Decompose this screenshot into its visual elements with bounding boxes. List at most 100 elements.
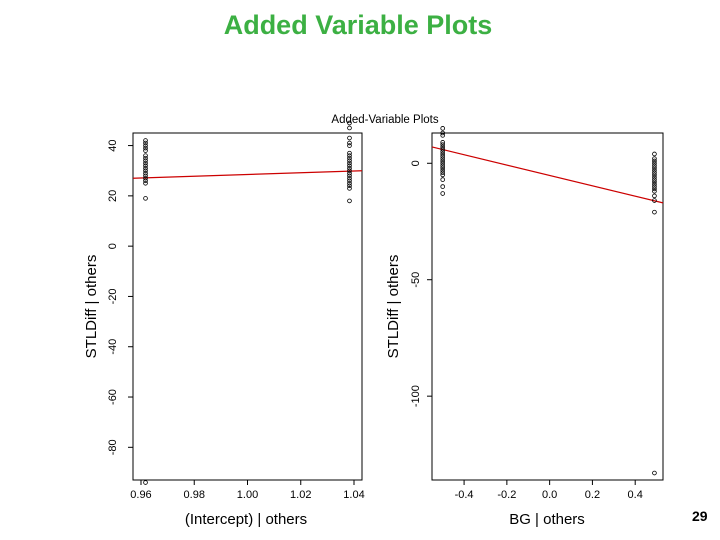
- data-point: [440, 156, 445, 161]
- data-point: [143, 178, 148, 184]
- data-point: [652, 209, 657, 215]
- data-point: [652, 158, 657, 164]
- data-point: [143, 163, 148, 168]
- y-axis-label: STLDiff | others: [385, 255, 402, 359]
- data-point: [440, 142, 445, 147]
- y-tick-label: 0: [410, 160, 422, 166]
- data-point: [440, 140, 445, 145]
- data-point: [652, 167, 657, 173]
- data-point: [347, 150, 352, 156]
- data-point: [652, 165, 657, 171]
- data-point: [347, 168, 352, 174]
- data-point: [143, 165, 148, 171]
- data-point: [440, 133, 445, 138]
- data-point: [652, 170, 657, 175]
- data-point: [652, 193, 657, 199]
- data-point: [347, 180, 352, 186]
- y-tick-label: -20: [107, 288, 119, 304]
- data-point: [652, 151, 657, 157]
- data-point: [347, 183, 352, 189]
- data-point: [440, 191, 445, 196]
- data-point: [440, 126, 445, 131]
- y-tick-label: 40: [107, 139, 119, 151]
- data-point: [143, 170, 148, 176]
- data-point: [440, 158, 445, 164]
- data-point: [347, 125, 352, 131]
- data-point: [440, 172, 445, 178]
- data-point: [440, 177, 445, 182]
- data-point: [347, 178, 352, 184]
- data-point: [440, 167, 445, 173]
- data-point: [440, 147, 445, 152]
- data-point: [440, 153, 445, 159]
- data-point: [143, 138, 148, 143]
- data-point: [143, 173, 148, 179]
- y-tick-label: -40: [107, 339, 119, 355]
- data-point: [652, 188, 657, 194]
- data-point: [440, 163, 445, 168]
- data-point: [440, 151, 445, 157]
- data-point: [347, 186, 352, 191]
- slide-title: Added Variable Plots: [223, 10, 493, 40]
- x-tick-label: 1.00: [237, 489, 258, 501]
- data-point: [143, 143, 148, 148]
- data-point: [652, 186, 657, 192]
- x-tick-label: -0.2: [497, 489, 516, 501]
- data-point: [347, 163, 352, 168]
- data-point: [652, 198, 657, 203]
- data-point: [143, 196, 148, 201]
- data-point: [440, 144, 445, 150]
- data-point: [440, 184, 445, 189]
- data-point: [143, 160, 148, 166]
- data-point: [143, 140, 148, 146]
- data-point: [347, 120, 352, 126]
- data-point: [440, 149, 445, 154]
- y-tick-label: 20: [107, 190, 119, 202]
- x-tick-label: 0.0: [542, 489, 557, 501]
- x-tick-label: 0.4: [628, 489, 643, 501]
- x-tick-label: 0.96: [130, 489, 151, 501]
- plot-frame: [132, 132, 363, 481]
- data-point: [143, 148, 148, 153]
- data-point: [652, 184, 657, 189]
- data-point: [440, 130, 445, 136]
- x-axis-label: BG | others: [509, 511, 585, 528]
- data-point: [143, 175, 148, 181]
- data-point: [347, 155, 352, 161]
- figure-title: Added-Variable Plots: [331, 114, 438, 126]
- data-point: [652, 174, 657, 180]
- y-tick-label: -80: [107, 439, 119, 455]
- plot-frame: [431, 132, 664, 481]
- data-point: [652, 156, 657, 161]
- data-point: [143, 158, 148, 163]
- data-point: [440, 170, 445, 175]
- page-number: 29: [692, 508, 708, 524]
- data-point: [652, 179, 657, 185]
- data-point: [652, 181, 657, 187]
- data-point: [347, 153, 352, 158]
- x-tick-label: -0.4: [455, 489, 474, 501]
- data-point: [440, 165, 445, 171]
- data-point: [347, 173, 352, 179]
- data-point: [143, 480, 148, 485]
- data-point: [347, 165, 352, 171]
- x-tick-label: 1.04: [343, 489, 364, 501]
- y-tick-label: -60: [107, 389, 119, 405]
- data-point: [347, 158, 352, 163]
- data-point: [143, 153, 148, 158]
- bg-panel: -0.4 -0.2 0.0 0.2 0.4 -100 -50 0 BG | others STLD…: [385, 126, 664, 528]
- fit-line: [132, 170, 363, 179]
- data-point: [347, 143, 352, 148]
- data-point: [347, 140, 352, 146]
- y-tick-label: 0: [107, 243, 119, 249]
- data-point: [143, 155, 148, 161]
- data-point: [652, 172, 657, 178]
- y-axis-label: STLDiff | others: [83, 255, 100, 359]
- fit-line: [431, 146, 664, 204]
- x-tick-label: 1.02: [290, 489, 311, 501]
- x-axis-label: (Intercept) | others: [185, 511, 307, 528]
- intercept-panel: 0.96 0.98 1.00 1.02 1.04 -80 -60 -40 -20 0 20 40 (In…: [83, 120, 365, 528]
- data-point: [652, 163, 657, 168]
- data-point: [347, 170, 352, 176]
